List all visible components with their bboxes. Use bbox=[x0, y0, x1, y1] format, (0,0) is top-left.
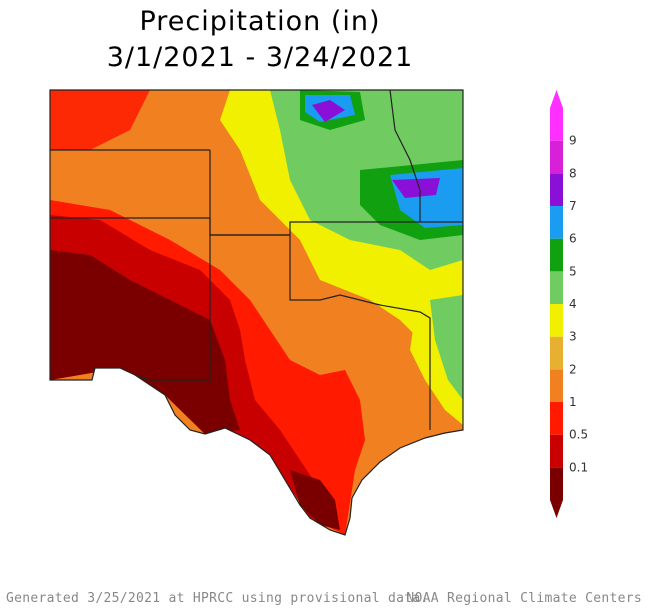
scale-swatch-0 bbox=[550, 467, 563, 500]
zone-4-5in-east bbox=[430, 295, 463, 400]
map-date-range: 3/1/2021 - 3/24/2021 bbox=[106, 42, 414, 73]
scale-label-7: 6 bbox=[569, 232, 577, 246]
map-title: Precipitation (in) bbox=[139, 6, 381, 37]
scale-swatch-2 bbox=[550, 402, 563, 435]
zone-7-8in-north bbox=[312, 100, 345, 122]
scale-label-0: 0.1 bbox=[569, 460, 588, 474]
scale-label-5: 4 bbox=[569, 297, 577, 311]
scale-label-8: 7 bbox=[569, 199, 577, 213]
scale-label-3: 2 bbox=[569, 362, 577, 376]
scale-bottom-arrow bbox=[550, 500, 563, 518]
scale-swatch-7 bbox=[550, 238, 563, 272]
scale-label-10: 9 bbox=[569, 134, 577, 148]
zone-7-8in-east bbox=[392, 178, 440, 198]
scale-swatch-5 bbox=[550, 304, 563, 337]
zone-below-0.1in bbox=[50, 250, 240, 434]
state-boundaries bbox=[49, 89, 464, 536]
scale-label-6: 5 bbox=[569, 264, 577, 278]
scale-swatch-9 bbox=[550, 173, 563, 206]
scale-top-arrow bbox=[550, 90, 563, 108]
zone-below-0.1in-south bbox=[290, 470, 340, 530]
scale-label-9: 8 bbox=[569, 166, 577, 180]
noaa-credit: NOAA Regional Climate Centers bbox=[406, 591, 642, 606]
scale-swatch-3 bbox=[550, 369, 563, 402]
scale-swatch-4 bbox=[550, 336, 563, 370]
scale-swatch-10 bbox=[550, 140, 563, 174]
scale-swatch-11 bbox=[550, 108, 563, 141]
scale-swatch-1 bbox=[550, 434, 563, 468]
scale-label-4: 3 bbox=[569, 330, 577, 344]
generated-note: Generated 3/25/2021 at HPRCC using provi… bbox=[6, 591, 429, 606]
scale-swatch-8 bbox=[550, 206, 563, 239]
scale-label-2: 1 bbox=[569, 395, 577, 409]
zone-0.5-1in-northwest bbox=[50, 90, 150, 150]
scale-label-1: 0.5 bbox=[569, 428, 588, 442]
scale-swatch-6 bbox=[550, 271, 563, 304]
